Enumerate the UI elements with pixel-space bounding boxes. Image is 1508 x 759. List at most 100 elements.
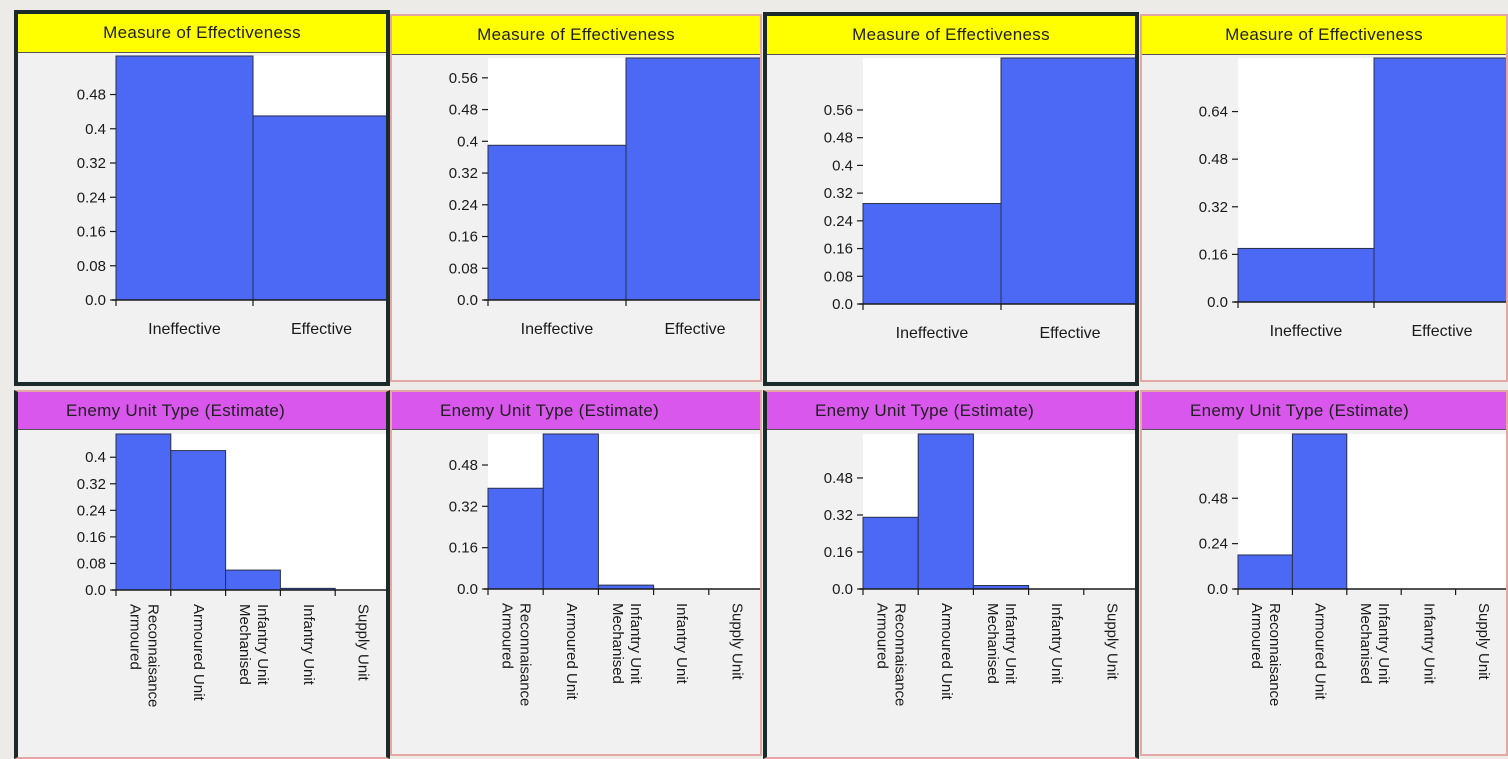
y-tick-label: 0.16 — [77, 529, 106, 546]
y-tick-label: 0.32 — [77, 155, 106, 172]
y-tick-label: 0.24 — [1199, 536, 1228, 553]
bar — [542, 433, 599, 590]
moe-chart-2: 0.56 0.48 0.4 0.32 0.24 0.16 0.08 0.0 Ineffectiv… — [449, 57, 760, 338]
y-tick-label: 0.24 — [77, 189, 106, 206]
category-label: Effective — [1411, 323, 1472, 340]
y-tick-label: 0.0 — [85, 292, 106, 309]
category-label-line: Supply Unit — [728, 603, 745, 681]
category-label-line: Reconnaisance — [517, 603, 534, 706]
y-tick-label: 0.0 — [832, 581, 853, 598]
category-label: Supply Unit — [355, 604, 372, 682]
moe-header[interactable]: Measure of Effectiveness — [767, 16, 1135, 55]
category-label: Supply Unit — [1103, 603, 1120, 681]
category-label: Mechanised Infantry Unit — [984, 603, 1019, 685]
category-label-line: Mechanised — [236, 604, 253, 685]
category-label-line: Infantry Unit — [1420, 603, 1437, 685]
category-label: Mechanised Infantry Unit — [609, 603, 644, 685]
category-label-line: Armoured — [499, 603, 516, 669]
moe-panel-4[interactable]: Measure of Effectiveness 0.64 0.48 0.32 0.1… — [1140, 14, 1508, 382]
category-label-line: Infantry Unit — [1048, 603, 1065, 685]
moe-header[interactable]: Measure of Effectiveness — [18, 14, 386, 53]
bar — [252, 115, 386, 301]
eut-header[interactable]: Enemy Unit Type (Estimate) — [767, 392, 1135, 430]
category-label-line: Reconnaisance — [1266, 603, 1283, 706]
eut-header[interactable]: Enemy Unit Type (Estimate) — [1142, 392, 1506, 430]
category-label: Effective — [664, 321, 725, 338]
bar — [487, 144, 627, 301]
category-label-line: Mechanised — [1357, 603, 1374, 684]
category-label-line: Armoured — [874, 603, 891, 669]
y-tick-label: 0.56 — [824, 102, 853, 119]
bar — [1237, 247, 1375, 303]
category-label-line: Armoured — [126, 604, 143, 670]
moe-panel-3[interactable]: Measure of Effectiveness 0.56 0.48 0.4 0.32… — [763, 12, 1139, 386]
category-label: Ineffective — [896, 325, 969, 342]
category-label-line: Infantry Unit — [673, 603, 690, 685]
y-tick-label: 0.16 — [449, 229, 478, 246]
category-label-line: Infantry Unit — [300, 604, 317, 686]
eut-panel-1[interactable]: Enemy Unit Type (Estimate) 0.4 0.32 0.24 0.… — [14, 390, 390, 759]
moe-chart-1: 0.48 0.4 0.32 0.24 0.16 0.08 0.0 Ineffective Eff… — [77, 55, 386, 338]
category-label: Infantry Unit — [1420, 603, 1437, 685]
category-label-line: Infantry Unit — [1375, 603, 1392, 685]
category-label: Armoured Reconnaisance — [1248, 603, 1283, 706]
bar — [225, 569, 281, 591]
category-label-line: Infantry Unit — [254, 604, 271, 686]
category-label: Armoured Unit — [563, 603, 580, 701]
category-label-line: Mechanised — [984, 603, 1001, 684]
y-tick-label: 0.24 — [77, 502, 106, 519]
category-label: Infantry Unit — [300, 604, 317, 686]
category-label: Armoured Unit — [1312, 603, 1329, 701]
y-tick-label: 0.08 — [824, 268, 853, 285]
y-tick-label: 0.16 — [449, 540, 478, 557]
moe-header[interactable]: Measure of Effectiveness — [1142, 16, 1506, 55]
y-tick-label: 0.32 — [824, 185, 853, 202]
category-label-line: Armoured Unit — [938, 603, 955, 701]
moe-header[interactable]: Measure of Effectiveness — [392, 16, 760, 55]
y-tick-label: 0.0 — [1207, 294, 1228, 311]
y-tick-label: 0.4 — [457, 133, 478, 150]
y-tick-label: 0.24 — [824, 213, 853, 230]
eut-header[interactable]: Enemy Unit Type (Estimate) — [18, 392, 386, 430]
category-label-line: Supply Unit — [1103, 603, 1120, 681]
category-label: Armoured Unit — [190, 604, 207, 702]
category-label: Armoured Unit — [938, 603, 955, 701]
y-tick-label: 0.64 — [1199, 104, 1228, 121]
eut-header[interactable]: Enemy Unit Type (Estimate) — [392, 392, 760, 430]
y-tick-label: 0.0 — [457, 292, 478, 309]
y-tick-label: 0.16 — [1199, 246, 1228, 263]
category-label: Armoured Reconnaisance — [126, 604, 161, 707]
bar — [1291, 433, 1348, 590]
eut-panel-2[interactable]: Enemy Unit Type (Estimate) 0.48 0.32 0.16 0… — [390, 390, 762, 756]
y-tick-label: 0.0 — [85, 582, 106, 599]
y-tick-label: 0.0 — [832, 296, 853, 313]
eut-chart-1: 0.4 0.32 0.24 0.16 0.08 0.0 Armoured Reconnaisa… — [77, 433, 386, 707]
eut-panel-3[interactable]: Enemy Unit Type (Estimate) 0.48 0.32 0.16 0… — [763, 390, 1139, 759]
category-label-line: Supply Unit — [1475, 603, 1492, 681]
y-tick-label: 0.16 — [77, 224, 106, 241]
y-tick-label: 0.24 — [449, 197, 478, 214]
bar — [1000, 57, 1135, 305]
y-tick-label: 0.32 — [824, 507, 853, 524]
moe-panel-1[interactable]: Measure of Effectiveness 0.48 0.4 0.32 0.24… — [14, 10, 390, 386]
y-tick-label: 0.48 — [1199, 490, 1228, 507]
category-label: Mechanised Infantry Unit — [1357, 603, 1392, 685]
y-tick-label: 0.48 — [77, 87, 106, 104]
eut-panel-4[interactable]: Enemy Unit Type (Estimate) 0.48 0.24 0.0 Ar… — [1140, 390, 1508, 756]
category-label-line: Armoured Unit — [563, 603, 580, 701]
category-label: Supply Unit — [728, 603, 745, 681]
category-label: Ineffective — [148, 321, 221, 338]
category-label: Infantry Unit — [1048, 603, 1065, 685]
y-tick-label: 0.16 — [824, 544, 853, 561]
moe-panel-2[interactable]: Measure of Effectiveness 0.56 0.48 0.4 0.32… — [390, 14, 762, 382]
bar — [115, 55, 254, 301]
category-label-line: Reconnaisance — [144, 604, 161, 707]
bar — [917, 433, 974, 590]
y-tick-label: 0.16 — [824, 241, 853, 258]
y-tick-label: 0.32 — [1199, 199, 1228, 216]
bar — [115, 433, 172, 591]
bar — [1237, 554, 1293, 590]
